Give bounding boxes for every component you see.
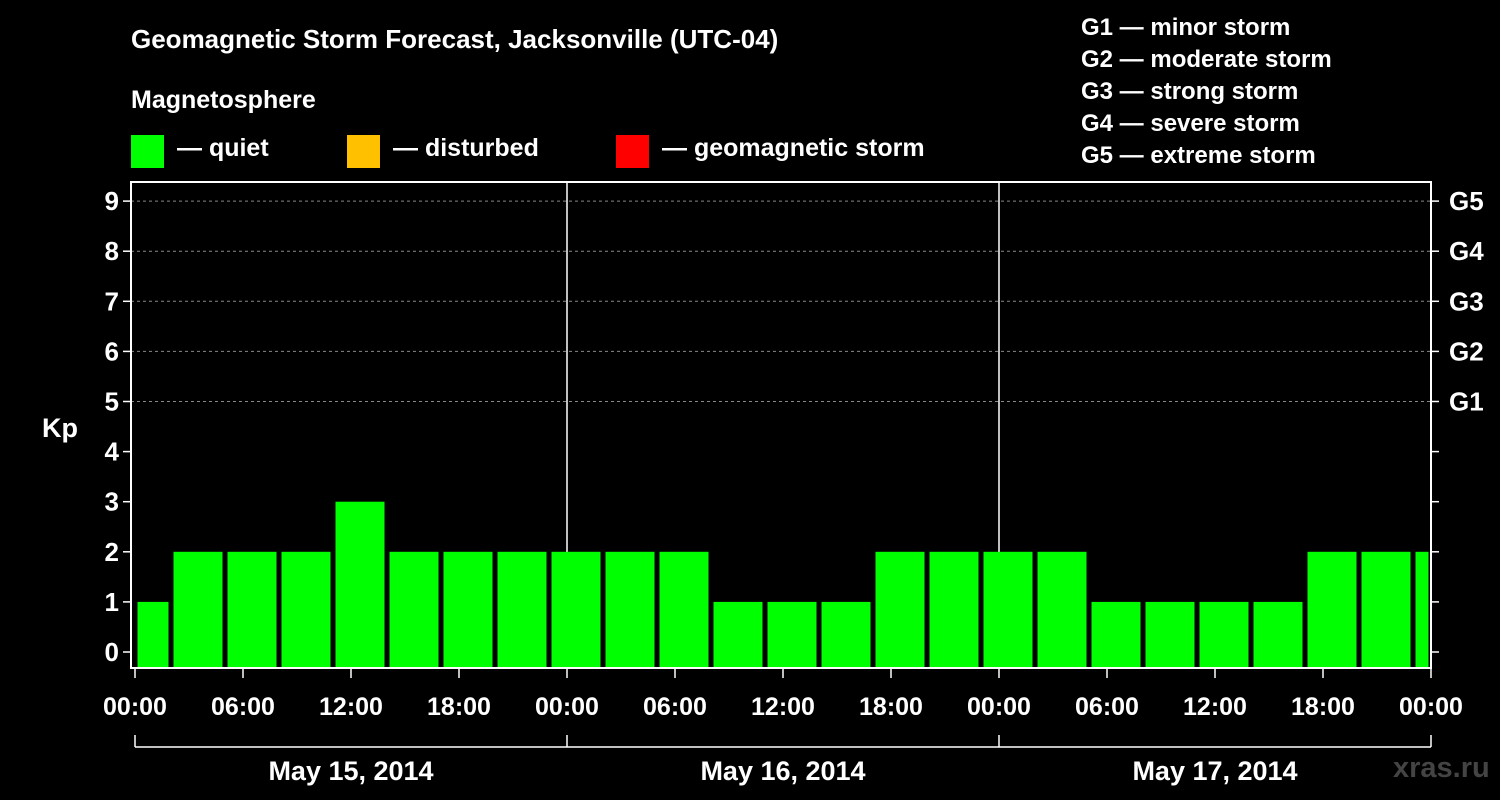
date-label: May 15, 2014 [268,756,433,786]
x-tick-label: 18:00 [859,693,923,721]
x-tick-label: 12:00 [319,693,383,721]
x-tick-label: 00:00 [103,693,167,721]
y-tick-label: 9 [105,186,119,216]
x-tick-label: 12:00 [751,693,815,721]
kp-bar [1199,601,1249,668]
y-tick-label: 2 [105,537,119,567]
legend-swatch-quiet [131,135,164,168]
date-label: May 16, 2014 [700,756,865,786]
legend-label-storm: — geomagnetic storm [662,134,925,162]
kp-bar [497,551,547,668]
y-axis-label: Kp [42,413,78,443]
legend-swatch-storm [616,135,649,168]
x-tick-label: 12:00 [1183,693,1247,721]
g-level-label: G2 [1449,336,1484,366]
x-tick-label: 18:00 [427,693,491,721]
plot-frame [130,181,1432,669]
kp-bar [335,501,385,668]
g-level-label: G4 [1449,236,1484,266]
y-tick-label: 4 [105,437,120,467]
g5-scale-label: G5 — extreme storm [1081,142,1316,169]
y-tick-label: 7 [105,286,119,316]
kp-bar [659,551,709,668]
kp-bar [713,601,763,668]
x-tick-label: 06:00 [643,693,707,721]
kp-bar [983,551,1033,668]
kp-bar [173,551,223,668]
kp-bar [281,551,331,668]
x-tick-label: 06:00 [1075,693,1139,721]
y-tick-label: 5 [105,387,119,417]
y-tick-label: 1 [105,587,119,617]
kp-bar [1415,551,1429,668]
g1-scale-label: G1 — minor storm [1081,14,1291,41]
kp-bar [227,551,277,668]
kp-bar [1145,601,1195,668]
x-tick-label: 00:00 [535,693,599,721]
g2-scale-label: G2 — moderate storm [1081,46,1332,73]
y-tick-label: 3 [105,487,119,517]
kp-bar [443,551,493,668]
kp-bar [875,551,925,668]
kp-bar [1037,551,1087,668]
kp-bar [389,551,439,668]
chart-title: Geomagnetic Storm Forecast, Jacksonville… [131,24,779,54]
kp-bar [605,551,655,668]
legend-label-disturbed: — disturbed [393,134,539,162]
g-level-label: G5 [1449,186,1484,216]
date-label: May 17, 2014 [1132,756,1297,786]
kp-bar [551,551,601,668]
g-level-label: G1 [1449,387,1484,417]
g-level-label: G3 [1449,286,1484,316]
y-tick-label: 0 [105,637,119,667]
kp-bar [1361,551,1411,668]
g3-scale-label: G3 — strong storm [1081,78,1299,105]
kp-bar [767,601,817,668]
legend-label-quiet: — quiet [177,134,269,162]
kp-bar [821,601,871,668]
x-tick-label: 18:00 [1291,693,1355,721]
x-tick-label: 00:00 [1399,693,1463,721]
legend-heading: Magnetosphere [131,86,316,114]
x-tick-label: 00:00 [967,693,1031,721]
kp-bar [1253,601,1303,668]
y-tick-label: 8 [105,236,119,266]
x-tick-label: 06:00 [211,693,275,721]
kp-bar [1307,551,1357,668]
g4-scale-label: G4 — severe storm [1081,110,1300,137]
kp-bar [929,551,979,668]
kp-bar [1091,601,1141,668]
kp-bar [137,601,169,668]
y-tick-label: 6 [105,336,119,366]
legend-swatch-disturbed [347,135,380,168]
watermark: xras.ru [1393,752,1490,784]
